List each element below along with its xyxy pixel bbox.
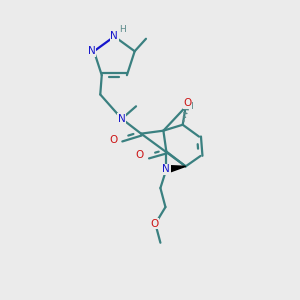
Text: O: O — [151, 219, 159, 229]
Text: O: O — [136, 150, 144, 160]
Text: N: N — [88, 46, 95, 56]
Text: O: O — [109, 135, 118, 145]
Text: H: H — [119, 26, 126, 34]
Text: N: N — [110, 32, 118, 41]
Text: N: N — [163, 164, 170, 174]
Text: O: O — [183, 98, 191, 108]
Text: N: N — [118, 114, 126, 124]
Polygon shape — [166, 166, 186, 173]
Text: H: H — [186, 102, 193, 111]
